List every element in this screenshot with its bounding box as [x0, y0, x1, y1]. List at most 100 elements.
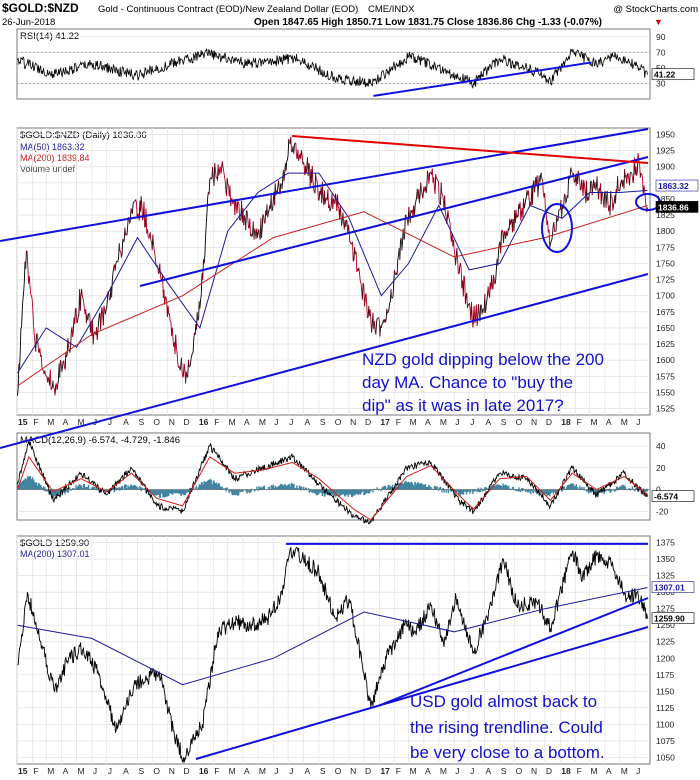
- usd-x-tick-label: F: [577, 766, 582, 776]
- usd-x-tick-label: D: [546, 766, 552, 776]
- usd-tick-label: 1175: [656, 670, 675, 680]
- usd-x-tick-label: A: [123, 766, 129, 776]
- rsi-last-value: 41.22: [654, 70, 676, 80]
- usd-ma200-legend: MA(200) 1307.01: [20, 549, 90, 559]
- main-tick-label: 1525: [656, 404, 675, 414]
- main-tick-label: 1800: [656, 226, 675, 236]
- main-tick-label: 1950: [656, 129, 675, 139]
- main-x-tick-label: 15: [18, 417, 28, 427]
- main-x-tick-label: M: [591, 417, 598, 427]
- usd-gold-title: $GOLD 1259.90: [20, 538, 89, 549]
- rsi-last-value-box: [651, 68, 695, 81]
- main-x-tick-label: N: [350, 417, 356, 427]
- usd-x-tick-label: S: [138, 766, 144, 776]
- usd-tick-label: 1075: [656, 736, 675, 746]
- usd-x-tick-label: J: [470, 766, 474, 776]
- main-x-tick-label: O: [516, 417, 523, 427]
- usd-x-tick-label: M: [259, 766, 266, 776]
- nzd-price-value: 1836.86: [658, 202, 689, 212]
- usd-x-tick-label: F: [33, 766, 38, 776]
- nzd-ma50-value-box: [655, 179, 699, 192]
- usd-x-tick-label: A: [63, 766, 69, 776]
- nzd-annotation-line-3: dip" as it was in late 2017?: [362, 396, 564, 415]
- main-tick-label: 1750: [656, 258, 675, 268]
- usd-annotation-line-2: the rising trendline. Could: [410, 718, 603, 737]
- main-tick-label: 1650: [656, 323, 675, 333]
- main-x-tick-label: F: [396, 417, 401, 427]
- main-tick-label: 1925: [656, 146, 675, 156]
- usd-x-tick-label: 18: [561, 766, 571, 776]
- usd-lower-trendline: [195, 626, 649, 760]
- rsi-tick-label: 30: [656, 78, 666, 88]
- dip-highlight-circle-2017: [541, 203, 573, 253]
- ma200-legend: MA(200) 1839.84: [20, 153, 90, 163]
- usd-x-tick-label: A: [305, 766, 311, 776]
- usd-tick-label: 1325: [656, 571, 675, 581]
- chart-date: 26-Jun-2018: [2, 17, 55, 28]
- main-x-tick-label: S: [320, 417, 326, 427]
- main-x-tick-label: F: [214, 417, 219, 427]
- main-x-tick-label: D: [184, 417, 190, 427]
- usd-annotation: USD gold almost back to the rising trend…: [410, 692, 605, 762]
- main-x-tick-label: A: [425, 417, 431, 427]
- usd-x-tick-label: O: [153, 766, 160, 776]
- usd-x-tick-label: J: [636, 766, 640, 776]
- usd-x-tick-label: N: [350, 766, 356, 776]
- usd-x-tick-label: O: [516, 766, 523, 776]
- usd-x-tick-label: M: [621, 766, 628, 776]
- usd-x-tick-label: M: [47, 766, 54, 776]
- usd-price-value: 1259.90: [654, 614, 685, 624]
- main-x-tick-label: M: [621, 417, 628, 427]
- main-tick-label: 1775: [656, 242, 675, 252]
- main-x-tick-label: N: [169, 417, 175, 427]
- ma50-legend: MA(50) 1863.32: [20, 142, 85, 152]
- usd-tick-label: 1350: [656, 554, 675, 564]
- usd-x-tick-label: J: [93, 766, 97, 776]
- usd-tick-label: 1050: [656, 752, 675, 762]
- exchange: CME/INDX: [368, 4, 415, 15]
- usd-tick-label: 1225: [656, 637, 675, 647]
- usd-x-tick-label: S: [320, 766, 326, 776]
- usd-tick-label: 1275: [656, 604, 675, 614]
- main-x-tick-label: M: [440, 417, 447, 427]
- usd-ma200-line: [17, 587, 648, 686]
- usd-x-tick-label: J: [108, 766, 112, 776]
- rsi-tick-label: 90: [656, 32, 666, 42]
- usd-price-value-box: [651, 612, 695, 624]
- symbol-description: Gold - Continuous Contract (EOD)/New Zea…: [98, 4, 358, 15]
- nzd-gold-title: $GOLD:$NZD (Daily) 1836.86: [20, 130, 147, 141]
- usd-x-tick-label: O: [335, 766, 342, 776]
- main-x-tick-label: A: [244, 417, 250, 427]
- main-x-tick-label: S: [138, 417, 144, 427]
- nzd-price-value-box: [655, 201, 699, 213]
- usd-x-tick-label: F: [214, 766, 219, 776]
- usd-x-tick-label: M: [229, 766, 236, 776]
- main-x-tick-label: M: [410, 417, 417, 427]
- main-tick-label: 1850: [656, 194, 675, 204]
- main-x-tick-label: 17: [380, 417, 390, 427]
- usd-tick-label: 1250: [656, 620, 675, 630]
- usd-tick-label: 1150: [656, 686, 675, 696]
- macd-last-value-box: [651, 490, 695, 502]
- nzd-ma200-line: [17, 205, 648, 387]
- main-x-tick-label: J: [470, 417, 474, 427]
- main-x-tick-label: J: [108, 417, 112, 427]
- usd-tick-label: 1200: [656, 653, 675, 663]
- usd-x-tick-label: A: [244, 766, 250, 776]
- usd-annotation-line-1: USD gold almost back to: [410, 692, 597, 711]
- main-x-tick-label: M: [77, 417, 84, 427]
- main-x-tick-label: A: [606, 417, 612, 427]
- watermark: @ StockCharts.com: [613, 4, 698, 15]
- main-tick-label: 1900: [656, 162, 675, 172]
- macd-tick-label: -20: [656, 506, 669, 516]
- usd-x-tick-label: N: [531, 766, 537, 776]
- main-x-tick-label: J: [636, 417, 640, 427]
- main-tick-label: 1575: [656, 371, 675, 381]
- resistance-line: [291, 135, 649, 164]
- main-x-tick-label: O: [335, 417, 342, 427]
- main-x-tick-label: A: [485, 417, 491, 427]
- usd-x-tick-label: N: [169, 766, 175, 776]
- usd-x-tick-label: M: [440, 766, 447, 776]
- usd-x-tick-label: 15: [18, 766, 28, 776]
